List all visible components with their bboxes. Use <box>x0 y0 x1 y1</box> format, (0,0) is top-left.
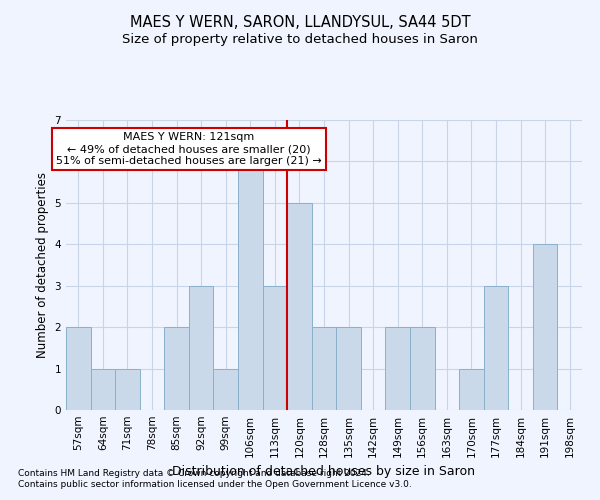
Text: Size of property relative to detached houses in Saron: Size of property relative to detached ho… <box>122 32 478 46</box>
X-axis label: Distribution of detached houses by size in Saron: Distribution of detached houses by size … <box>173 466 476 478</box>
Text: MAES Y WERN: 121sqm
← 49% of detached houses are smaller (20)
51% of semi-detach: MAES Y WERN: 121sqm ← 49% of detached ho… <box>56 132 322 166</box>
Bar <box>238 162 263 410</box>
Bar <box>312 327 336 410</box>
Bar <box>263 286 287 410</box>
Text: MAES Y WERN, SARON, LLANDYSUL, SA44 5DT: MAES Y WERN, SARON, LLANDYSUL, SA44 5DT <box>130 15 470 30</box>
Bar <box>533 244 557 410</box>
Bar <box>410 327 434 410</box>
Bar <box>287 203 312 410</box>
Bar <box>484 286 508 410</box>
Bar <box>385 327 410 410</box>
Bar <box>336 327 361 410</box>
Bar <box>164 327 189 410</box>
Bar <box>66 327 91 410</box>
Text: Contains public sector information licensed under the Open Government Licence v3: Contains public sector information licen… <box>18 480 412 489</box>
Bar <box>214 368 238 410</box>
Bar <box>459 368 484 410</box>
Y-axis label: Number of detached properties: Number of detached properties <box>36 172 49 358</box>
Text: Contains HM Land Registry data © Crown copyright and database right 2024.: Contains HM Land Registry data © Crown c… <box>18 468 370 477</box>
Bar <box>91 368 115 410</box>
Bar <box>115 368 140 410</box>
Bar <box>189 286 214 410</box>
